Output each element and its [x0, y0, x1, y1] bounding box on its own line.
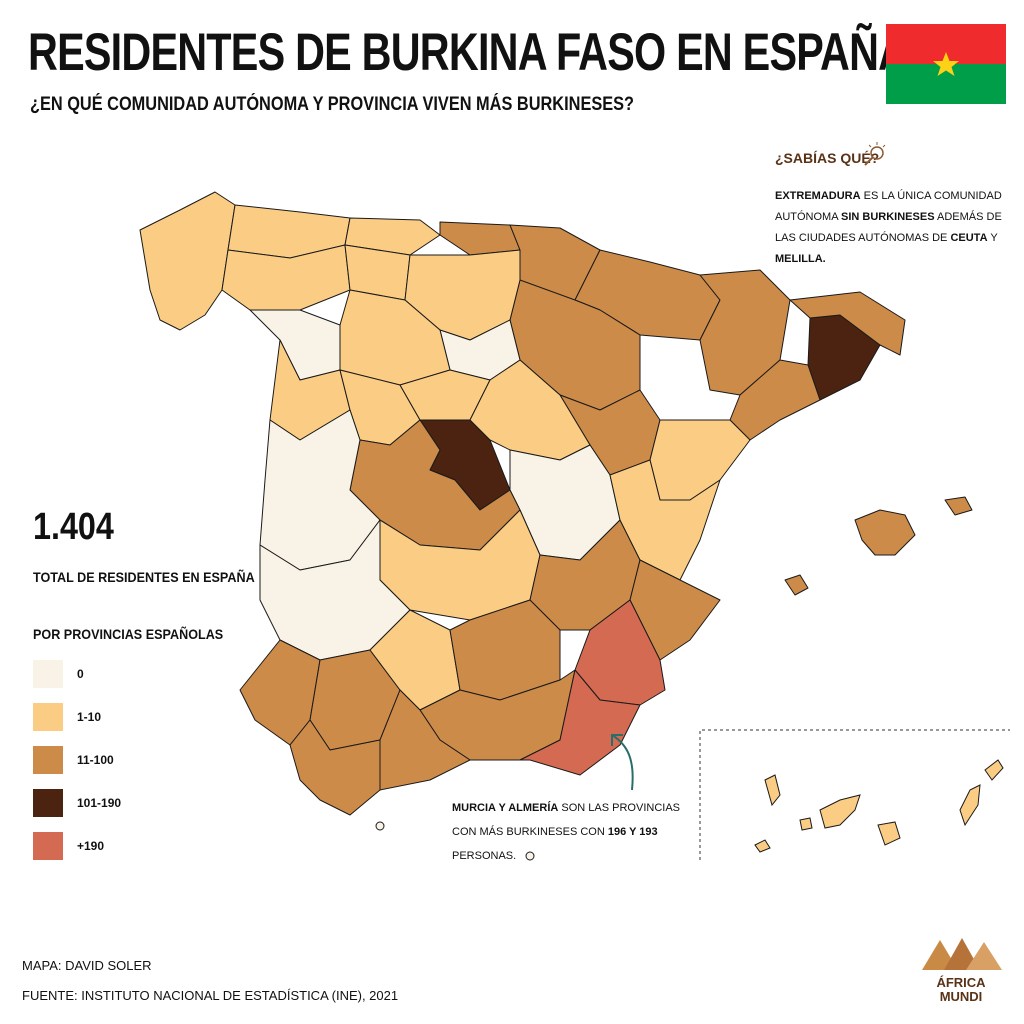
page-subtitle: ¿EN QUÉ COMUNIDAD AUTÓNOMA Y PROVINCIA V… — [30, 94, 635, 115]
legend-swatch — [33, 832, 63, 860]
logo-line-1: ÁFRICA — [936, 975, 986, 990]
logo-line-2: MUNDI — [939, 989, 983, 1004]
province-vizcaya — [439, 221, 521, 256]
province-girona — [789, 291, 906, 356]
legend: 0 1-10 11-100 101-190 +190 — [33, 660, 121, 875]
legend-swatch — [33, 703, 63, 731]
page-title: RESIDENTES DE BURKINA FASO EN ESPAÑA — [28, 23, 908, 82]
burkina-faso-flag-icon — [886, 24, 1006, 104]
legend-swatch — [33, 789, 63, 817]
legend-item: 0 — [33, 660, 121, 688]
canary-la-palma — [764, 774, 781, 807]
legend-label: 101-190 — [77, 796, 122, 810]
legend-swatch — [33, 660, 63, 688]
legend-item: 11-100 — [33, 746, 121, 774]
annot-bold-1: MURCIA Y ALMERÍA — [452, 802, 559, 814]
annot-text-2: PERSONAS. — [452, 850, 517, 862]
fact-bold-4: MELILLA. — [775, 253, 826, 265]
total-value: 1.404 — [33, 506, 114, 548]
province-galicia — [139, 191, 236, 331]
province-almeria — [519, 669, 641, 776]
legend-swatch — [33, 746, 63, 774]
credit-map: MAPA: DAVID SOLER — [22, 958, 152, 973]
logo-text: ÁFRICA MUNDI — [912, 976, 1010, 1004]
annotation-arrow — [611, 734, 634, 791]
did-you-know-text: EXTREMADURA ES LA ÚNICA COMUNIDAD AUTÓNO… — [775, 186, 1015, 270]
fact-text-3: Y — [987, 232, 998, 244]
did-you-know-heading: ¿SABÍAS QUÉ? — [775, 150, 880, 166]
fact-bold-1: EXTREMADURA — [775, 190, 861, 202]
canary-tenerife — [819, 794, 861, 829]
legend-title: POR PROVINCIAS ESPAÑOLAS — [33, 626, 224, 642]
annot-bold-2: 196 Y 193 — [607, 826, 658, 838]
province-menorca — [944, 496, 973, 516]
legend-item: 101-190 — [33, 789, 121, 817]
province-malaga — [379, 689, 471, 791]
province-valencia — [609, 459, 721, 581]
province-leon — [221, 244, 351, 311]
total-label: TOTAL DE RESIDENTES EN ESPAÑA — [33, 569, 255, 585]
province-cantabria — [344, 217, 441, 256]
canary-inset-frame — [699, 729, 1010, 860]
canary-gran-canaria — [877, 821, 901, 846]
murcia-almeria-annotation: MURCIA Y ALMERÍA SON LAS PROVINCIAS CON … — [452, 796, 692, 868]
magnifier-icon — [864, 142, 886, 166]
fact-bold-2: SIN BURKINESES — [841, 211, 935, 223]
fact-text-2: ADEMÁS DE LAS CIUDADES AUTÓNOMAS DE — [775, 211, 1002, 244]
legend-label: 0 — [77, 667, 84, 681]
legend-item: 1-10 — [33, 703, 121, 731]
canary-la-gomera — [799, 817, 813, 831]
province-mallorca — [854, 509, 916, 556]
annot-text-1: SON LAS PROVINCIAS CON MÁS BURKINESES CO… — [452, 802, 680, 838]
fact-bold-3: CEUTA — [950, 232, 988, 244]
canary-fuerteventura — [959, 784, 981, 827]
province-castellon — [649, 419, 751, 501]
legend-label: 11-100 — [77, 753, 114, 767]
province-cadiz — [289, 719, 381, 816]
legend-item: +190 — [33, 832, 121, 860]
credit-source: FUENTE: INSTITUTO NACIONAL DE ESTADÍSTIC… — [22, 988, 399, 1003]
canary-el-hierro — [754, 839, 771, 853]
province-ibiza — [784, 574, 809, 596]
legend-label: +190 — [77, 839, 105, 853]
africa-mundi-logo-icon — [922, 938, 1002, 970]
fact-text-1: ES LA ÚNICA COMUNIDAD AUTÓNOMA — [775, 190, 1002, 223]
canary-lanzarote — [984, 759, 1004, 781]
legend-label: 1-10 — [77, 710, 102, 724]
